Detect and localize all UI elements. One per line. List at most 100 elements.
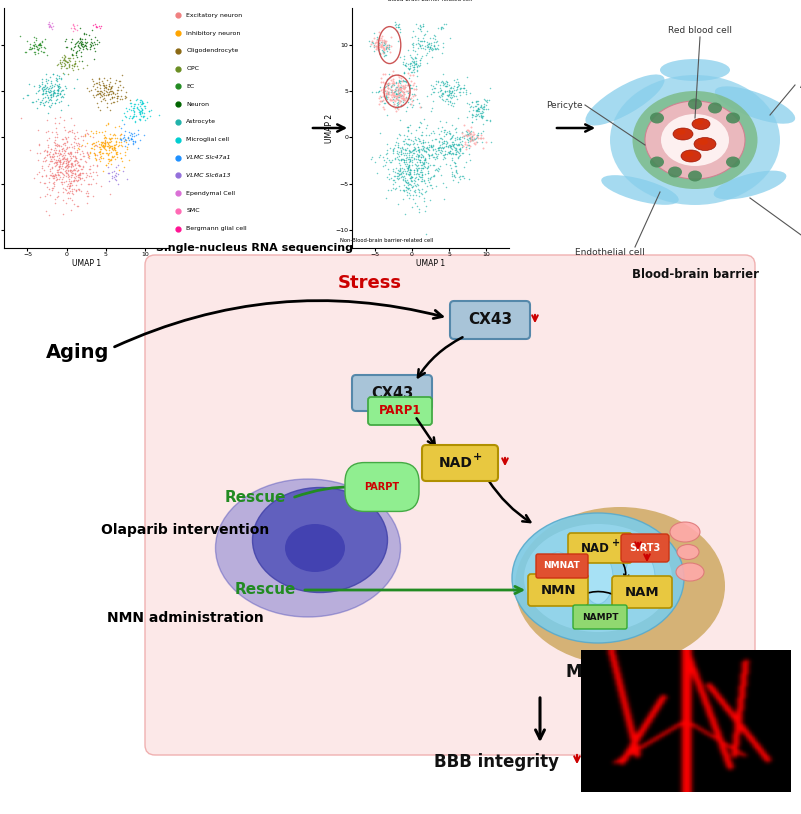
Point	[375, 38, 388, 51]
Point	[45, 20, 58, 33]
Point	[380, 40, 393, 53]
Point	[122, 137, 135, 150]
Point	[86, 142, 99, 155]
Point	[79, 166, 92, 179]
Point	[389, 87, 402, 100]
Point	[425, 149, 438, 162]
Point	[388, 85, 401, 98]
Point	[403, 63, 416, 76]
Point	[82, 148, 95, 161]
Point	[49, 155, 62, 168]
Point	[425, 181, 438, 194]
Point	[421, 171, 434, 184]
Point	[43, 85, 56, 98]
Point	[450, 145, 463, 158]
Point	[467, 133, 480, 147]
Point	[391, 144, 404, 157]
Point	[111, 145, 123, 158]
Point	[398, 94, 411, 107]
Point	[429, 29, 441, 42]
Point	[23, 143, 36, 156]
Point	[456, 140, 469, 153]
Point	[462, 127, 475, 140]
Point	[406, 154, 419, 167]
Point	[61, 154, 74, 167]
Point	[40, 72, 53, 85]
Point	[437, 76, 449, 89]
Point	[406, 159, 419, 172]
Point	[134, 105, 147, 118]
Point	[413, 150, 426, 163]
Point	[413, 205, 425, 218]
Point	[68, 56, 81, 69]
Point	[393, 83, 406, 96]
Point	[381, 79, 394, 92]
Point	[67, 58, 80, 71]
Point	[82, 189, 95, 202]
Point	[368, 39, 380, 52]
Point	[437, 94, 450, 107]
Point	[38, 90, 51, 103]
Point	[380, 39, 393, 52]
Point	[395, 152, 408, 165]
Point	[404, 97, 417, 110]
Point	[453, 169, 466, 182]
Point	[441, 139, 454, 152]
Point	[428, 39, 441, 52]
Point	[31, 42, 44, 55]
Point	[56, 132, 69, 145]
Point	[57, 208, 70, 221]
Point	[66, 33, 78, 46]
Point	[413, 161, 426, 174]
Point	[400, 164, 413, 177]
Point	[128, 98, 141, 111]
Point	[87, 136, 99, 149]
Point	[449, 138, 462, 151]
Point	[53, 154, 66, 167]
Point	[57, 168, 70, 181]
Point	[408, 143, 421, 156]
Point	[374, 126, 387, 139]
Point	[63, 55, 76, 68]
Point	[368, 45, 380, 58]
Point	[43, 151, 56, 164]
Point	[412, 173, 425, 186]
Point	[89, 149, 102, 162]
Point	[444, 128, 457, 141]
Point	[131, 103, 144, 116]
Point	[47, 89, 60, 102]
Point	[452, 151, 465, 164]
Point	[399, 91, 412, 104]
Point	[32, 38, 45, 51]
Point	[390, 89, 403, 102]
Point	[28, 47, 41, 60]
Point	[393, 88, 406, 101]
Point	[99, 79, 112, 92]
Point	[111, 90, 123, 103]
Point	[60, 160, 73, 173]
Point	[439, 77, 452, 90]
Point	[376, 36, 388, 49]
Point	[32, 154, 45, 167]
Point	[135, 94, 147, 107]
Point	[72, 182, 85, 195]
Point	[428, 168, 441, 182]
Point	[466, 95, 479, 108]
Point	[467, 108, 480, 121]
Point	[476, 104, 489, 117]
Point	[372, 44, 384, 57]
Point	[449, 166, 462, 179]
Point	[406, 144, 419, 157]
Point	[49, 197, 62, 210]
Point	[55, 142, 68, 155]
Point	[462, 142, 475, 155]
Point	[430, 149, 443, 162]
Point	[54, 88, 66, 101]
Point	[389, 104, 402, 117]
Point	[447, 99, 460, 112]
Point	[423, 151, 436, 164]
Point	[453, 132, 465, 145]
Point	[54, 155, 66, 168]
Point	[417, 20, 429, 33]
Point	[381, 77, 394, 90]
